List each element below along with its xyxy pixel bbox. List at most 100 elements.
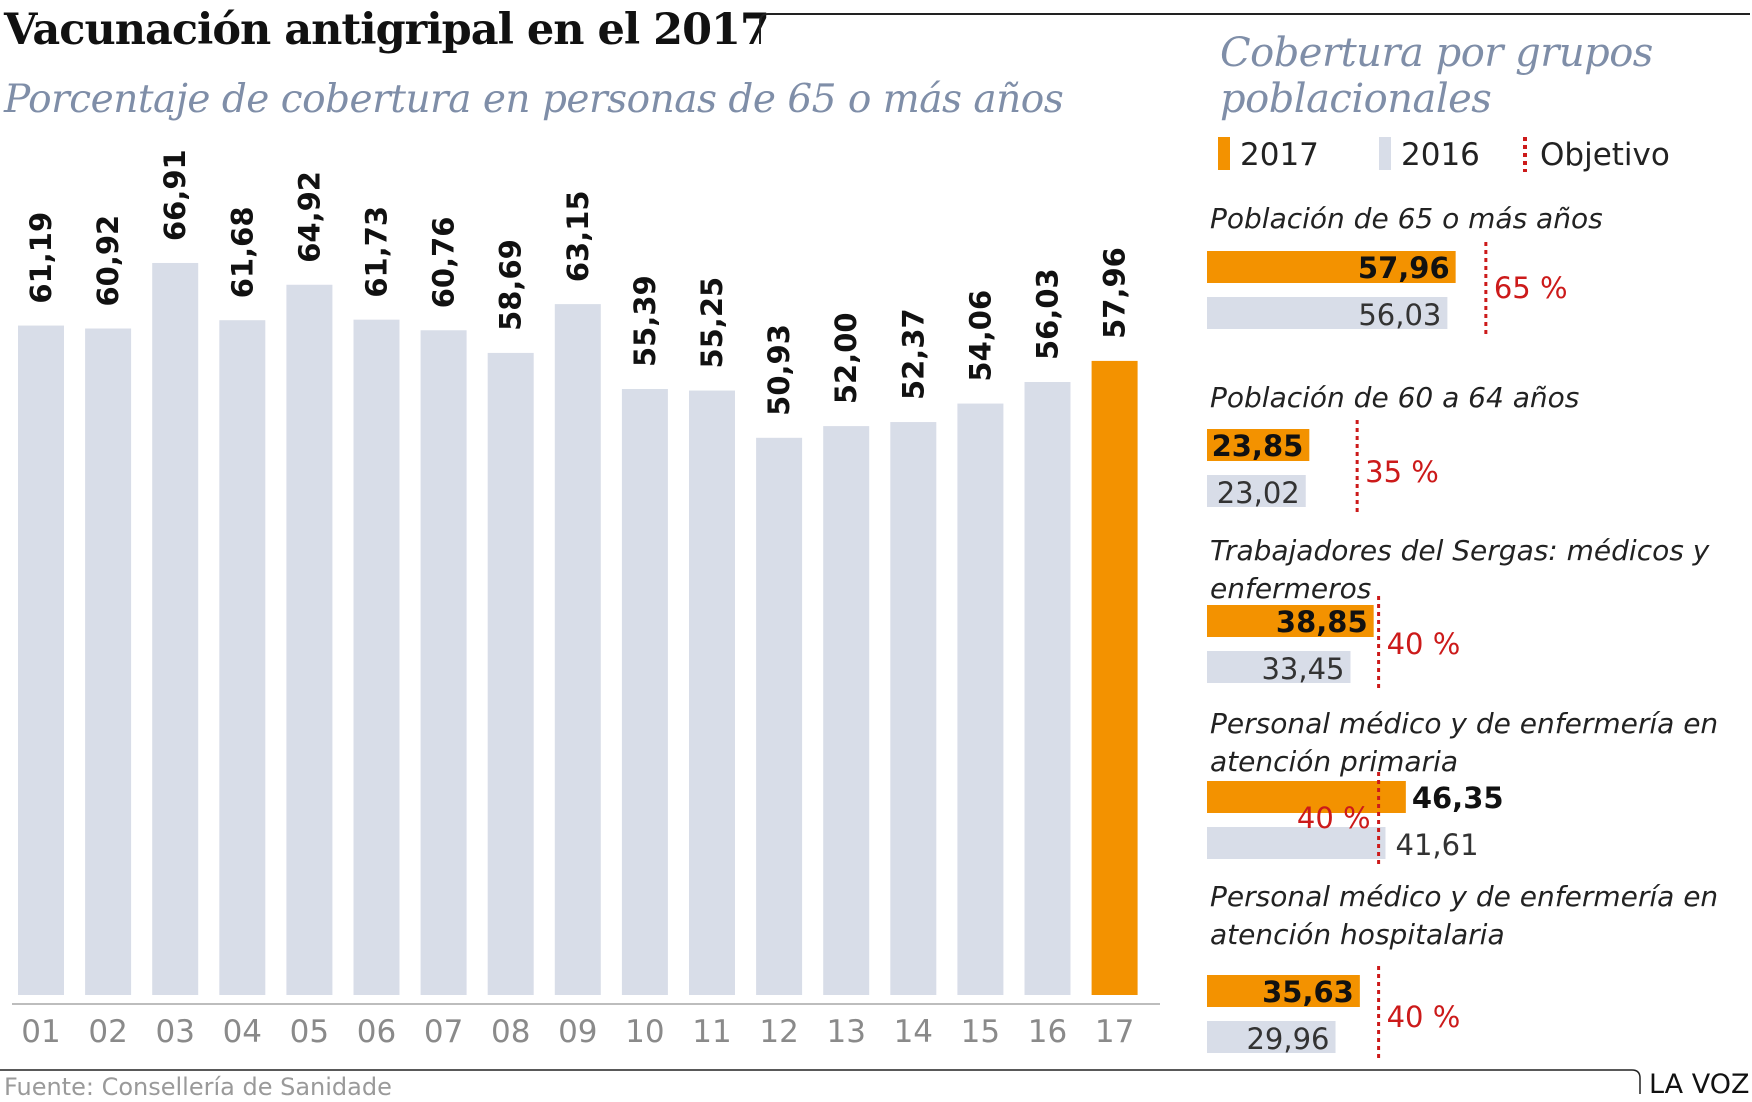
legend-label-2016: 2016 [1401,137,1480,173]
bar-value-label-15: 54,06 [963,290,997,382]
bar-value-label-11: 55,25 [695,277,729,369]
bar-value-label-17: 57,96 [1098,247,1132,339]
bar-07 [420,330,467,995]
bar-value-label-02: 60,92 [91,215,125,307]
bar-05 [286,284,333,995]
bar-06 [353,319,400,995]
x-tick-label-07: 07 [424,1014,463,1050]
group-label-line: Población de 60 a 64 años [1210,381,1579,414]
bar-10 [621,389,668,996]
legend-label-2017: 2017 [1240,137,1319,173]
bar-2016 [1207,297,1448,329]
x-tick-label-09: 09 [558,1014,597,1050]
chart-title: Vacunación antigripal en el 2017 [3,5,769,55]
side-panel-title-line1: Cobertura por grupos [1220,30,1653,76]
x-tick-label-15: 15 [961,1014,1000,1050]
bar-15 [957,403,1004,995]
bar-value-label-08: 58,69 [494,239,528,331]
side-panel-title-line2: poblacionales [1220,76,1491,122]
x-tick-label-17: 17 [1095,1014,1134,1050]
legend-swatch-2017 [1218,137,1230,170]
bar-2017 [1207,251,1456,283]
header-rule [759,13,1750,44]
group-3: Trabajadores del Sergas: médicos y enferm… [1207,534,1710,692]
bar-2017 [1207,605,1374,637]
value-label-2017: 38,85 [1276,605,1368,639]
bar-08 [487,352,534,995]
x-tick-label-10: 10 [625,1014,664,1050]
bar-2016 [1207,1021,1336,1053]
target-label: 40 % [1387,627,1461,661]
brand-logo-text: LA VOZ [1649,1069,1749,1100]
bar-value-label-07: 60,76 [427,217,461,309]
x-tick-label-05: 05 [290,1014,329,1050]
x-tick-label-03: 03 [155,1014,194,1050]
bar-16 [1024,382,1071,995]
chart-subtitle: Porcentaje de cobertura en personas de 6… [3,77,1063,122]
group-label-line: atención hospitalaria [1210,918,1505,951]
x-tick-label-16: 16 [1028,1014,1067,1050]
bar-2016 [1207,475,1306,507]
target-label: 40 % [1387,1000,1461,1034]
x-tick-label-06: 06 [357,1014,396,1050]
bar-value-label-04: 61,68 [225,206,259,298]
x-tick-label-14: 14 [894,1014,933,1050]
bar-02 [85,328,132,995]
group-2: Población de 60 a 64 años 23,85 23,02 35 % [1207,381,1579,516]
main-bar-chart: 61,19 01 60,92 02 66,91 03 61,68 04 64,92 05 61,73… [12,149,1160,1050]
bar-04 [219,320,266,995]
value-label-2016: 41,61 [1396,828,1479,862]
value-label-2016: 29,96 [1246,1022,1329,1056]
target-label: 35 % [1365,455,1439,489]
bar-01 [18,325,64,996]
bar-value-label-14: 52,37 [896,308,930,400]
bar-2017 [1207,781,1406,813]
source-note: Fuente: Consellería de Sanidade [4,1073,392,1101]
bar-value-label-10: 55,39 [628,275,662,367]
bar-2017 [1207,429,1310,461]
value-label-2016: 23,02 [1217,476,1300,510]
group-label-line: Población de 65 o más años [1210,202,1603,235]
bar-value-label-13: 52,00 [829,312,863,404]
legend-swatch-2016 [1379,137,1391,170]
bar-value-label-05: 64,92 [292,171,326,263]
group-bar-chart: Población de 65 o más años 57,96 56,03 65 %… [1207,202,1718,1062]
bar-12 [756,437,803,995]
bar-14 [890,422,937,995]
value-label-2017: 46,35 [1412,781,1504,815]
legend: 2017 2016 Objetivo [1218,137,1670,173]
value-label-2017: 57,96 [1358,251,1450,285]
x-tick-label-08: 08 [491,1014,530,1050]
group-label-line: Personal médico y de enfermería en [1210,880,1718,913]
bar-2017 [1207,975,1360,1007]
group-1: Población de 65 o más años 57,96 56,03 65 % [1207,202,1603,338]
bar-2016 [1207,651,1351,683]
group-4: Personal médico y de enfermería en atenci… [1207,707,1718,868]
bar-13 [823,426,870,995]
group-label-line: atención primaria [1210,745,1458,778]
bar-value-label-09: 63,15 [561,190,595,282]
target-label: 40 % [1297,801,1371,835]
x-tick-label-12: 12 [759,1014,798,1050]
bar-value-label-03: 66,91 [158,149,192,241]
group-label-line: Trabajadores del Sergas: médicos y [1210,534,1710,567]
value-label-2017: 23,85 [1212,429,1304,463]
bar-09 [554,304,601,996]
bar-17 [1091,360,1138,996]
x-tick-label-04: 04 [223,1014,262,1050]
group-5: Personal médico y de enfermería en atenci… [1207,880,1718,1062]
bar-value-label-01: 61,19 [24,212,58,304]
value-label-2016: 33,45 [1261,652,1344,686]
bar-03 [152,262,199,995]
x-tick-label-01: 01 [21,1014,60,1050]
bar-value-label-16: 56,03 [1031,268,1065,360]
bar-2016 [1207,827,1386,859]
x-tick-label-02: 02 [88,1014,127,1050]
group-label-line: Personal médico y de enfermería en [1210,707,1718,740]
x-tick-label-13: 13 [826,1014,865,1050]
bar-value-label-12: 50,93 [762,324,796,416]
bar-value-label-06: 61,73 [360,206,394,298]
value-label-2016: 56,03 [1358,298,1441,332]
legend-label-objetivo: Objetivo [1540,137,1670,173]
